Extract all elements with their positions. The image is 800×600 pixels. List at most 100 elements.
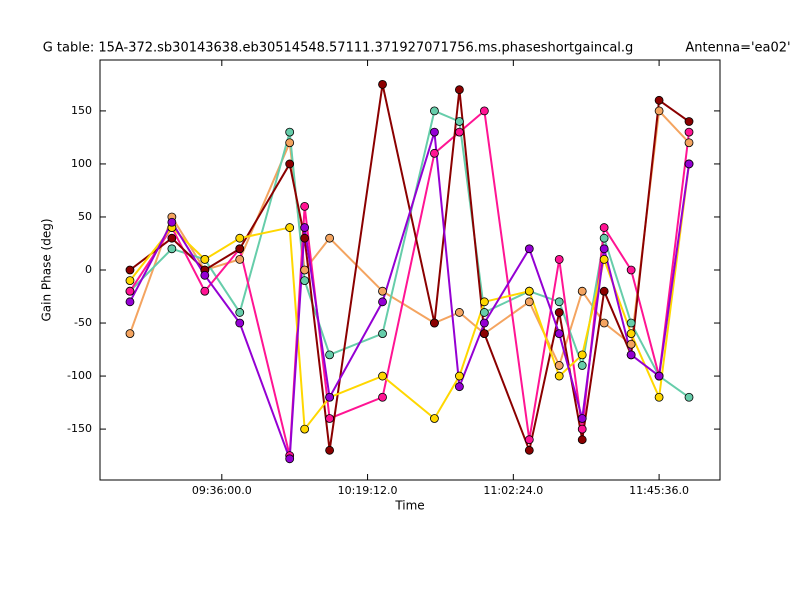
data-point — [325, 233, 335, 243]
data-point — [554, 308, 564, 317]
data-point — [577, 361, 587, 370]
data-point — [125, 286, 135, 296]
data-point — [554, 361, 564, 370]
data-point — [378, 371, 387, 381]
data-point — [235, 233, 245, 243]
data-point — [378, 297, 387, 307]
data-point — [378, 286, 387, 296]
data-point — [524, 244, 534, 254]
data-point — [235, 308, 245, 317]
data-point — [285, 223, 295, 232]
data-point — [300, 223, 310, 232]
data-point — [479, 106, 489, 116]
data-point — [235, 254, 245, 264]
data-point — [626, 265, 636, 275]
series-line — [129, 84, 690, 454]
data-point — [599, 318, 609, 328]
data-point — [378, 392, 387, 402]
data-point — [300, 233, 310, 243]
data-point — [455, 127, 464, 137]
data-point — [300, 265, 310, 275]
data-point — [479, 308, 489, 317]
data-point — [577, 435, 587, 445]
data-point — [235, 244, 245, 254]
data-point — [455, 371, 464, 381]
data-point — [577, 286, 587, 296]
data-point — [285, 159, 295, 169]
data-point — [325, 392, 335, 402]
data-point — [167, 244, 177, 254]
data-point — [300, 424, 310, 434]
data-point — [654, 392, 664, 402]
data-point — [125, 265, 135, 275]
data-point — [300, 276, 310, 286]
data-point — [577, 350, 587, 360]
data-point — [455, 85, 464, 95]
data-point — [554, 254, 564, 264]
y-tick-label: 150 — [71, 104, 92, 117]
data-point — [479, 318, 489, 328]
data-point — [455, 382, 464, 392]
series-line — [129, 131, 691, 460]
data-point — [524, 286, 534, 296]
data-point — [125, 276, 135, 286]
data-point — [430, 106, 439, 116]
data-point — [684, 127, 694, 137]
data-point — [554, 329, 564, 339]
data-point — [479, 297, 489, 307]
data-point — [654, 106, 664, 116]
data-point — [599, 233, 609, 243]
chart-title: G table: 15A-372.sb30143638.eb30514548.5… — [43, 41, 634, 56]
data-point — [599, 244, 609, 254]
data-point — [378, 79, 387, 89]
y-tick-label: -50 — [74, 316, 92, 329]
y-tick-label: -100 — [67, 369, 92, 382]
data-point — [479, 329, 489, 339]
data-point — [599, 254, 609, 264]
data-point — [684, 159, 694, 169]
data-point — [684, 138, 694, 148]
data-point — [654, 95, 664, 105]
data-point — [430, 414, 439, 423]
data-point — [167, 233, 177, 243]
data-point — [684, 117, 694, 126]
data-point — [455, 117, 464, 126]
y-tick-label: -150 — [67, 422, 92, 435]
data-point — [626, 329, 636, 339]
y-axis-label: Gain Phase (deg) — [40, 218, 54, 321]
data-point — [599, 286, 609, 296]
y-tick-label: 100 — [71, 157, 92, 170]
x-tick-label: 11:45:36.0 — [629, 484, 689, 497]
series-line — [129, 108, 691, 456]
data-point — [235, 318, 245, 328]
data-point — [554, 371, 564, 381]
data-point — [577, 424, 587, 434]
series-line — [129, 109, 690, 399]
x-tick-label: 09:36:00.0 — [192, 484, 252, 497]
data-point — [455, 308, 464, 317]
series-line — [129, 163, 691, 432]
data-point — [430, 148, 439, 158]
data-point — [125, 297, 135, 307]
data-point — [524, 297, 534, 307]
x-axis-label: Time — [394, 499, 424, 513]
y-tick-label: 50 — [78, 210, 92, 223]
data-point — [325, 445, 335, 455]
data-point — [200, 270, 210, 280]
data-point — [430, 127, 439, 137]
data-point — [285, 454, 295, 464]
data-point — [167, 217, 177, 227]
data-point — [599, 223, 609, 232]
annotation: Antenna='ea02' — [685, 41, 790, 56]
x-tick-label: 10:19:12.0 — [338, 484, 398, 497]
data-point — [684, 392, 694, 402]
data-point — [378, 329, 387, 339]
data-point — [285, 127, 295, 137]
data-point — [626, 318, 636, 328]
data-point — [524, 445, 534, 455]
data-point — [285, 138, 295, 148]
data-point — [430, 318, 439, 328]
data-point — [325, 414, 335, 423]
